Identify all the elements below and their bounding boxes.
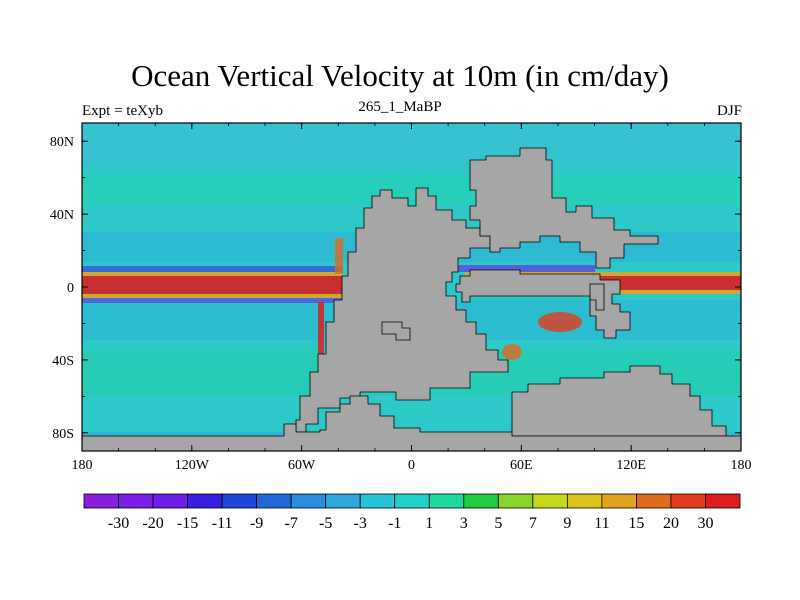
colorbar-swatch [83, 493, 119, 509]
x-tick-label: 120E [616, 458, 646, 473]
colorbar-label: -30 [108, 515, 129, 532]
colorbar-label: -1 [388, 515, 401, 532]
colorbar-label: 3 [460, 515, 468, 532]
colorbar-swatch [497, 493, 534, 509]
land-pangaea-west [295, 187, 509, 433]
x-tick-label: 180 [731, 458, 752, 473]
equatorial-edge-south [82, 294, 342, 298]
colorbar-label: 7 [529, 515, 537, 532]
colorbar-swatch [221, 493, 258, 509]
y-tick-label: 80S [52, 427, 74, 442]
colorbar-swatch [290, 493, 327, 509]
season-label: DJF [716, 103, 742, 119]
x-axis-ticks: 180 120W 60W 0 60E 120E 180 [72, 123, 752, 473]
colorbar-label: -20 [142, 515, 163, 532]
arctic-band [82, 123, 741, 163]
y-axis-ticks: 80N 40N 0 40S 80S [50, 135, 741, 442]
x-tick-label: 60W [288, 458, 316, 473]
colorbar-label: 9 [563, 515, 571, 532]
equatorial-upwelling-pacific [82, 276, 342, 294]
colorbar-swatch [359, 493, 396, 509]
colorbar-label: -9 [250, 515, 263, 532]
coastal-upwelling-east [502, 344, 522, 360]
colorbar-label: 5 [494, 515, 502, 532]
land-antarctic [81, 395, 742, 452]
land-small-island [589, 283, 605, 311]
land-tethys-island [455, 269, 631, 339]
colorbar-swatch [636, 493, 672, 509]
colorbar: -30 -20 -15 -11 -9 -7 -5 -3 -1 1 3 5 7 9 11 15 20 30 [83, 493, 741, 532]
colorbar-label: -5 [319, 515, 332, 532]
colorbar-swatch [670, 493, 706, 509]
colorbar-label: -3 [354, 515, 367, 532]
colorbar-swatch [463, 493, 499, 509]
colorbar-swatch [428, 493, 465, 509]
colorbar-swatch [532, 493, 568, 509]
colorbar-swatch [187, 493, 223, 509]
tethys-downwelling [455, 265, 595, 272]
x-tick-label: 60E [510, 458, 533, 473]
y-tick-label: 40S [52, 354, 74, 369]
colorbar-label: 20 [663, 515, 679, 532]
downwelling-stripe-south [82, 298, 342, 303]
y-tick-label: 0 [67, 281, 74, 296]
colorbar-label: 15 [628, 515, 644, 532]
colorbar-label: -15 [177, 515, 198, 532]
colorbar-label: -11 [212, 515, 233, 532]
y-tick-label: 80N [50, 135, 74, 150]
land-australia [511, 365, 727, 437]
x-tick-label: 120W [175, 458, 210, 473]
map-title: Ocean Vertical Velocity at 10m (in cm/da… [131, 58, 669, 93]
y-tick-label: 40N [50, 208, 74, 223]
colorbar-label: 11 [594, 515, 609, 532]
coastal-upwelling-north [335, 238, 343, 274]
colorbar-swatch [705, 493, 741, 509]
colorbar-label: 30 [697, 515, 713, 532]
colorbar-swatch [601, 493, 637, 509]
colorbar-label: -7 [284, 515, 297, 532]
land-inland-block [381, 321, 411, 341]
x-tick-label: 0 [408, 458, 415, 473]
gyre-upwelling [538, 312, 582, 332]
land-pangaea-east [469, 147, 659, 269]
coastal-upwelling-west [318, 302, 324, 362]
subtropical-band-north [82, 175, 741, 205]
x-tick-label: 180 [72, 458, 93, 473]
colorbar-swatch [566, 493, 603, 509]
colorbar-swatch [256, 493, 292, 509]
colorbar-swatch [325, 493, 361, 509]
map-panel [81, 123, 742, 452]
downwelling-stripe-north [82, 266, 342, 272]
equatorial-edge-north [82, 272, 342, 276]
colorbar-swatch [152, 493, 188, 509]
colorbar-swatch [118, 493, 154, 509]
colorbar-swatch [394, 493, 430, 509]
period-label: 265_1_MaBP [358, 99, 442, 115]
colorbar-label: 1 [425, 515, 433, 532]
tethys-edge-north [465, 272, 741, 276]
experiment-label: Expt = teXyb [82, 103, 163, 119]
